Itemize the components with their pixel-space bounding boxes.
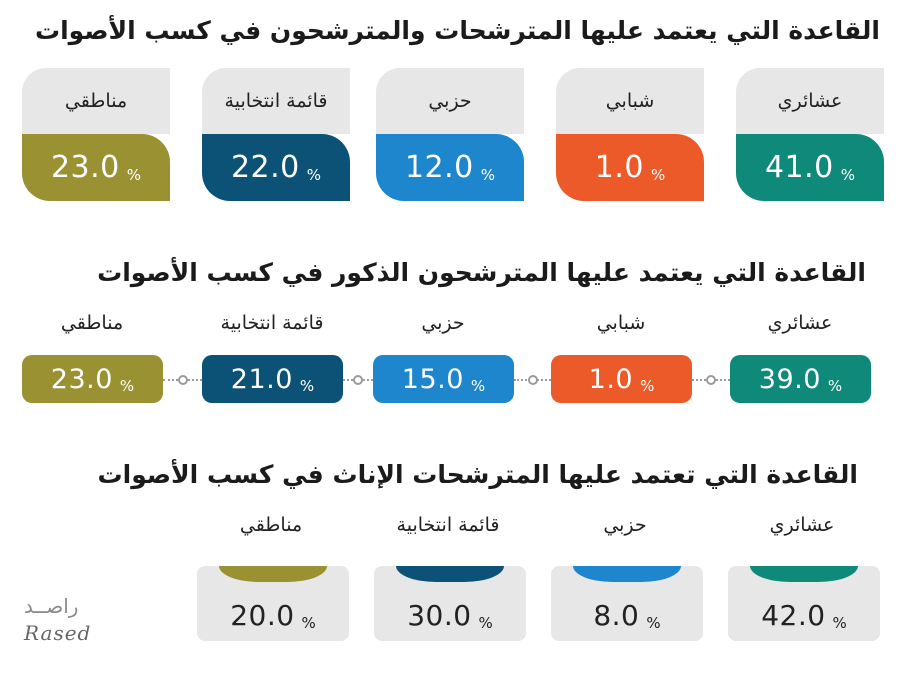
s3-card: 42.0% <box>728 566 880 641</box>
s1-card-bar: 1.0% <box>556 134 704 201</box>
s1-card-bar: 22.0% <box>202 134 350 201</box>
s3-card-value-wrap: 8.0% <box>593 599 660 632</box>
s3-card-value: 30.0 <box>407 599 472 632</box>
s3-card-tab <box>396 566 504 582</box>
logo-arabic: راصــد <box>24 594 79 618</box>
s2-connector <box>163 375 202 385</box>
s2-pill-percent: % <box>827 376 843 395</box>
s2-pill: 1.0% <box>551 355 692 403</box>
s3-card-percent: % <box>478 614 493 632</box>
s1-card-value: 1.0 <box>594 150 644 185</box>
s1-card-bar: 23.0% <box>22 134 170 201</box>
s3-label: مناطقي <box>239 514 303 536</box>
s3-card-value: 42.0 <box>761 599 826 632</box>
s2-pill-value-wrap: 39.0% <box>759 364 842 395</box>
logo-latin: Rased <box>24 621 92 645</box>
s2-pill-value: 21.0 <box>230 363 293 395</box>
s3-label: حزبي <box>603 514 647 536</box>
s2-connector-dot <box>353 375 363 385</box>
s3-card-percent: % <box>301 614 316 632</box>
s1-card-value-wrap: 41.0% <box>765 150 855 185</box>
section-3-title: القاعدة التي تعتمد عليها المترشحات الإنا… <box>97 460 858 489</box>
s3-card-tab <box>573 566 681 582</box>
s2-pill: 23.0% <box>22 355 163 403</box>
s3-card: 8.0% <box>551 566 703 641</box>
s2-label: قائمة انتخابية <box>220 312 324 334</box>
s3-card-value-wrap: 30.0% <box>407 599 493 632</box>
s3-card-value-wrap: 42.0% <box>761 599 847 632</box>
section-1-title: القاعدة التي يعتمد عليها المترشحات والمت… <box>34 16 880 45</box>
s1-card-label: شبابي <box>556 68 704 134</box>
s3-card: 30.0% <box>374 566 526 641</box>
s3-card-tab <box>750 566 858 582</box>
s1-card-percent: % <box>306 166 322 184</box>
s2-label: شبابي <box>596 312 646 334</box>
s1-card-value-wrap: 1.0% <box>595 150 665 185</box>
s1-card-bar: 12.0% <box>376 134 524 201</box>
s1-card-percent: % <box>126 166 142 184</box>
s1-card-percent: % <box>650 166 666 184</box>
s1-card: قائمة انتخابية 22.0% <box>202 68 350 201</box>
s1-card-value: 22.0 <box>230 150 300 185</box>
s1-card-value-wrap: 23.0% <box>51 150 141 185</box>
s2-label: مناطقي <box>60 312 124 334</box>
s1-card-value-wrap: 22.0% <box>231 150 321 185</box>
s2-connector <box>343 375 373 385</box>
s3-card-value: 20.0 <box>230 599 295 632</box>
s2-pill-percent: % <box>640 376 655 395</box>
s1-card-label: حزبي <box>376 68 524 134</box>
s3-label: عشائري <box>769 514 835 536</box>
s2-pill-value: 23.0 <box>50 363 113 395</box>
s2-pill-value-wrap: 21.0% <box>231 364 314 395</box>
s3-label: قائمة انتخابية <box>396 514 500 536</box>
s1-card-percent: % <box>840 166 856 184</box>
s2-pill-value: 15.0 <box>401 363 464 395</box>
s2-pill-percent: % <box>470 376 486 395</box>
s1-card: حزبي 12.0% <box>376 68 524 201</box>
s2-pill-value-wrap: 15.0% <box>402 364 485 395</box>
s2-pill-value-wrap: 1.0% <box>589 364 655 395</box>
s3-card-value: 8.0 <box>593 599 640 632</box>
s1-card: عشائري 41.0% <box>736 68 884 201</box>
s2-connector-dot <box>177 375 188 385</box>
s2-label: حزبي <box>421 312 465 334</box>
s1-card-label: مناطقي <box>22 68 170 134</box>
s1-card-bar: 41.0% <box>736 134 884 201</box>
s1-card-label: عشائري <box>736 68 884 134</box>
s2-connector <box>514 375 551 385</box>
s2-pill-value: 1.0 <box>588 363 634 395</box>
s2-connector-dot <box>706 375 716 385</box>
s1-card-value: 23.0 <box>50 150 120 185</box>
s2-pill: 15.0% <box>373 355 514 403</box>
s2-pill-value: 39.0 <box>758 363 821 395</box>
s3-card: 20.0% <box>197 566 349 641</box>
s2-label: عشائري <box>767 312 833 334</box>
s2-pill-value-wrap: 23.0% <box>51 364 134 395</box>
s3-card-percent: % <box>832 614 847 632</box>
s1-card-value: 41.0 <box>764 150 834 185</box>
s2-connector-dot <box>527 375 538 385</box>
s3-card-value-wrap: 20.0% <box>230 599 316 632</box>
s3-card-percent: % <box>646 614 661 632</box>
s3-card-tab <box>219 566 327 582</box>
s2-pill-percent: % <box>299 376 315 395</box>
s1-card-value: 12.0 <box>404 150 474 185</box>
s1-card: مناطقي 23.0% <box>22 68 170 201</box>
s1-card: شبابي 1.0% <box>556 68 704 201</box>
s1-card-value-wrap: 12.0% <box>405 150 495 185</box>
s2-pill-percent: % <box>119 376 135 395</box>
s2-pill: 21.0% <box>202 355 343 403</box>
s1-card-percent: % <box>480 166 496 184</box>
section-2-title: القاعدة التي يعتمد عليها المترشحون الذكو… <box>97 258 866 287</box>
s2-pill: 39.0% <box>730 355 871 403</box>
s1-card-label: قائمة انتخابية <box>202 68 350 134</box>
s2-connector <box>692 375 730 385</box>
